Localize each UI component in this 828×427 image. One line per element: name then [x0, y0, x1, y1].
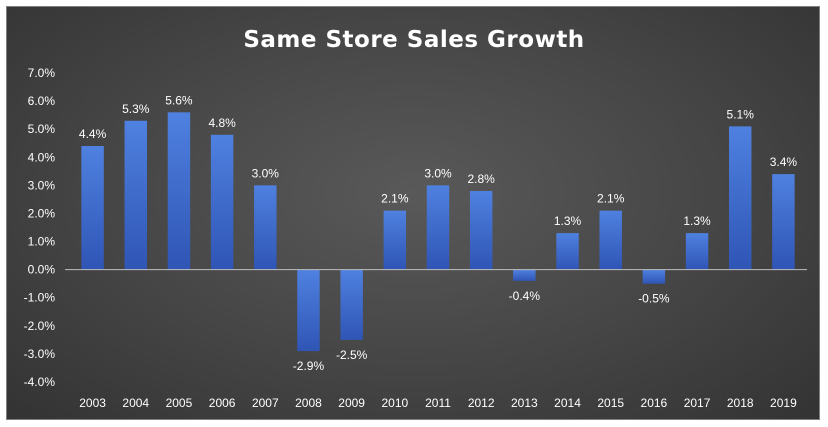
data-label-2015: 2.1% [597, 192, 625, 206]
x-tick-label: 2011 [425, 396, 451, 410]
x-tick-label: 2018 [727, 396, 754, 410]
chart-svg: Same Store Sales Growth 7.0% 6.0% 5.0% 4.0%… [24, 27, 807, 410]
y-tick-label: 1.0% [28, 235, 56, 249]
y-tick-label: 6.0% [28, 94, 56, 108]
data-label-2005: 5.6% [165, 93, 193, 107]
x-tick-label: 2006 [209, 396, 236, 410]
chart-area: Same Store Sales Growth 7.0% 6.0% 5.0% 4.0%… [6, 6, 820, 420]
y-tick-label: 4.0% [28, 150, 56, 164]
data-label-2019: 3.4% [770, 155, 798, 169]
y-tick-label: 0.0% [28, 263, 56, 277]
x-tick-label: 2014 [554, 396, 581, 410]
x-tick-label: 2012 [468, 396, 495, 410]
y-tick-label: -1.0% [24, 291, 56, 305]
bar-2009 [340, 269, 363, 340]
x-tick-label: 2013 [511, 396, 538, 410]
data-label-2018: 5.1% [727, 107, 755, 121]
data-label-2003: 4.4% [79, 127, 107, 141]
y-tick-label: -2.0% [24, 319, 56, 333]
data-label-2016: -0.5% [638, 292, 670, 306]
data-label-2017: 1.3% [683, 214, 711, 228]
y-tick-label: -3.0% [24, 347, 56, 361]
bar-2017 [685, 233, 709, 270]
bar-2005 [167, 112, 191, 270]
bar-2015 [599, 210, 622, 270]
y-tick-label: -4.0% [24, 375, 56, 389]
x-axis: 2003 2004 2005 2006 2007 2008 2009 2010 2011 2012… [79, 396, 797, 410]
x-tick-label: 2004 [122, 396, 149, 410]
data-label-2011: 3.0% [424, 166, 452, 180]
x-tick-label: 2005 [166, 396, 193, 410]
bar-2008 [297, 269, 320, 352]
bar-2013 [513, 269, 536, 281]
data-label-2007: 3.0% [252, 166, 280, 180]
x-tick-label: 2016 [641, 396, 668, 410]
bar-2014 [556, 233, 579, 270]
bar-2012 [469, 190, 493, 270]
data-label-2014: 1.3% [554, 214, 582, 228]
data-label-2010: 2.1% [381, 192, 409, 206]
bar-2003 [81, 146, 104, 270]
y-axis: 7.0% 6.0% 5.0% 4.0% 3.0% 2.0% 1.0% 0.0% -1.0% -2.… [24, 66, 56, 389]
bar-2010 [383, 210, 407, 270]
chart-title: Same Store Sales Growth [243, 27, 584, 53]
data-label-2004: 5.3% [122, 102, 150, 116]
bar-2011 [426, 185, 450, 270]
x-tick-label: 2019 [770, 396, 797, 410]
bar-2019 [772, 174, 795, 270]
x-tick-label: 2015 [597, 396, 624, 410]
x-tick-label: 2010 [381, 396, 408, 410]
data-labels: 4.4% 5.3% 5.6% 4.8% 3.0% -2.9% -2.5% 2.1% 3.0% 2.… [79, 93, 798, 373]
bar-series [81, 112, 795, 352]
x-tick-label: 2009 [338, 396, 365, 410]
bar-2016 [642, 269, 666, 284]
data-label-2006: 4.8% [208, 116, 236, 130]
data-label-2012: 2.8% [467, 172, 495, 186]
data-label-2013: -0.4% [509, 289, 541, 303]
y-tick-label: 2.0% [28, 206, 56, 220]
y-tick-label: 5.0% [28, 122, 56, 136]
bar-2007 [254, 185, 277, 270]
y-tick-label: 7.0% [28, 66, 56, 80]
x-tick-label: 2017 [684, 396, 711, 410]
bar-2018 [729, 126, 752, 270]
bar-2004 [124, 120, 147, 270]
x-tick-label: 2008 [295, 396, 322, 410]
y-tick-label: 3.0% [28, 178, 56, 192]
data-label-2008: -2.9% [293, 359, 325, 373]
x-tick-label: 2003 [79, 396, 106, 410]
data-label-2009: -2.5% [336, 348, 368, 362]
x-tick-label: 2007 [252, 396, 279, 410]
bar-2006 [210, 134, 234, 270]
